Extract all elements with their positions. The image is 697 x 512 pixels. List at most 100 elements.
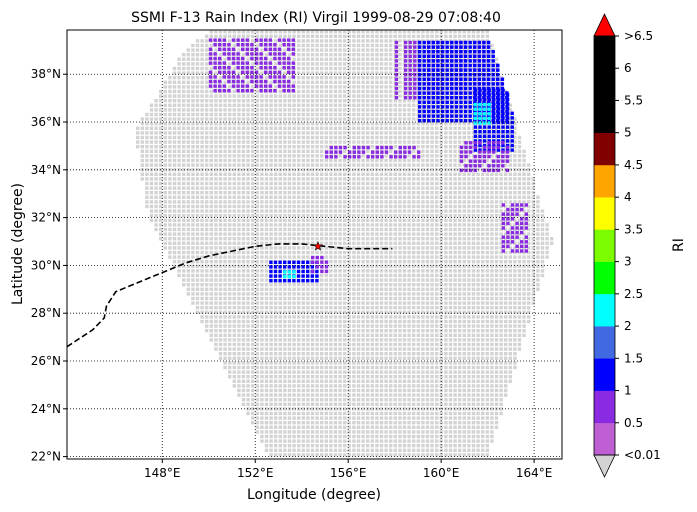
swath-cell: [246, 34, 250, 38]
swath-cell: [375, 241, 379, 245]
swath-cell: [329, 177, 333, 181]
swath-cell: [444, 158, 448, 163]
swath-cell: [439, 255, 443, 259]
swath-cell: [444, 264, 448, 268]
swath-cell: [191, 112, 195, 117]
swath-cell: [241, 99, 246, 103]
swath-cell: [462, 191, 466, 195]
swath-cell: [223, 186, 227, 190]
swath-cell: [494, 232, 499, 236]
swath-cell: [246, 319, 250, 324]
swath-cell: [292, 306, 296, 310]
swath-cell: [471, 200, 476, 204]
swath-cell: [306, 140, 310, 144]
swath-cell: [366, 103, 370, 107]
swath-cell: [467, 273, 471, 278]
swath-cell: [324, 163, 328, 167]
swath-cell: [251, 172, 255, 176]
swath-cell: [522, 241, 526, 245]
swath-cell: [324, 237, 328, 241]
swath-cell: [315, 89, 319, 94]
swath-cell: [191, 163, 195, 167]
swath-cell: [384, 200, 388, 204]
swath-cell: [356, 71, 361, 75]
swath-cell: [214, 214, 218, 218]
swath-cell: [379, 278, 384, 282]
swath-cell: [462, 172, 466, 176]
swath-cell: [251, 310, 255, 314]
swath-cell: [471, 135, 476, 140]
swath-cell: [329, 62, 333, 66]
swath-cell: [320, 310, 324, 314]
swath-cell: [343, 71, 347, 75]
swath-cell: [292, 112, 296, 117]
swath-cell: [333, 223, 338, 227]
swath-cell: [366, 296, 370, 301]
swath-cell: [310, 158, 315, 163]
swath-cell: [232, 310, 236, 314]
swath-cell: [504, 227, 508, 232]
swath-cell: [205, 278, 209, 282]
swath-cell: [172, 246, 177, 250]
swath-cell: [255, 195, 259, 199]
swath-cell: [145, 200, 149, 204]
swath-cell: [172, 135, 177, 140]
swath-cell: [333, 204, 338, 209]
swath-cell: [228, 209, 232, 213]
swath-cell: [504, 131, 508, 135]
swath-cell: [237, 296, 241, 301]
swath-cell: [421, 227, 425, 232]
swath-cell: [361, 108, 365, 112]
swath-cell: [393, 250, 397, 255]
swath-cell: [283, 204, 287, 209]
swath-cell: [517, 195, 522, 199]
swath-cell: [499, 255, 503, 259]
swath-cell: [191, 232, 195, 236]
swath-cell: [389, 237, 393, 241]
swath-cell: [343, 163, 347, 167]
swath-cell: [527, 177, 531, 181]
swath-cell: [223, 57, 227, 61]
swath-cell: [421, 186, 425, 190]
swath-cell: [481, 186, 485, 190]
swath-cell: [297, 131, 301, 135]
swath-cell: [255, 306, 259, 310]
swath-cell: [402, 191, 407, 195]
swath-cell: [333, 255, 338, 259]
swath-cell: [177, 103, 181, 107]
swath-cell: [343, 158, 347, 163]
swath-cell: [333, 112, 338, 117]
swath-cell: [154, 168, 158, 172]
swath-cell: [218, 186, 223, 190]
swath-cell: [237, 218, 241, 222]
swath-cell: [283, 117, 287, 121]
swath-cell: [246, 149, 250, 153]
swath-cell: [407, 131, 411, 135]
swath-cell: [370, 145, 374, 149]
swath-cell: [195, 131, 200, 135]
swath-cell: [361, 292, 365, 296]
swath-cell: [527, 287, 531, 291]
swath-cell: [379, 140, 384, 144]
swath-cell: [467, 269, 471, 273]
swath-cell: [241, 94, 246, 98]
swath-cell: [453, 172, 457, 176]
swath-cell: [251, 85, 255, 89]
swath-cell: [453, 145, 457, 149]
swath-cell: [485, 255, 489, 259]
swath-cell: [416, 310, 420, 314]
swath-cell: [333, 177, 338, 181]
swath-cell: [264, 34, 269, 38]
swath-cell: [182, 246, 186, 250]
swath-cell: [205, 80, 209, 84]
swath-cell: [379, 227, 384, 232]
swath-cell: [228, 99, 232, 103]
swath-cell: [186, 218, 190, 222]
swath-cell: [499, 246, 503, 250]
swath-cell: [338, 292, 342, 296]
swath-cell: [439, 227, 443, 232]
swath-cell: [168, 140, 172, 144]
swath-cell: [421, 306, 425, 310]
swath-cell: [453, 154, 457, 158]
swath-cell: [338, 131, 342, 135]
